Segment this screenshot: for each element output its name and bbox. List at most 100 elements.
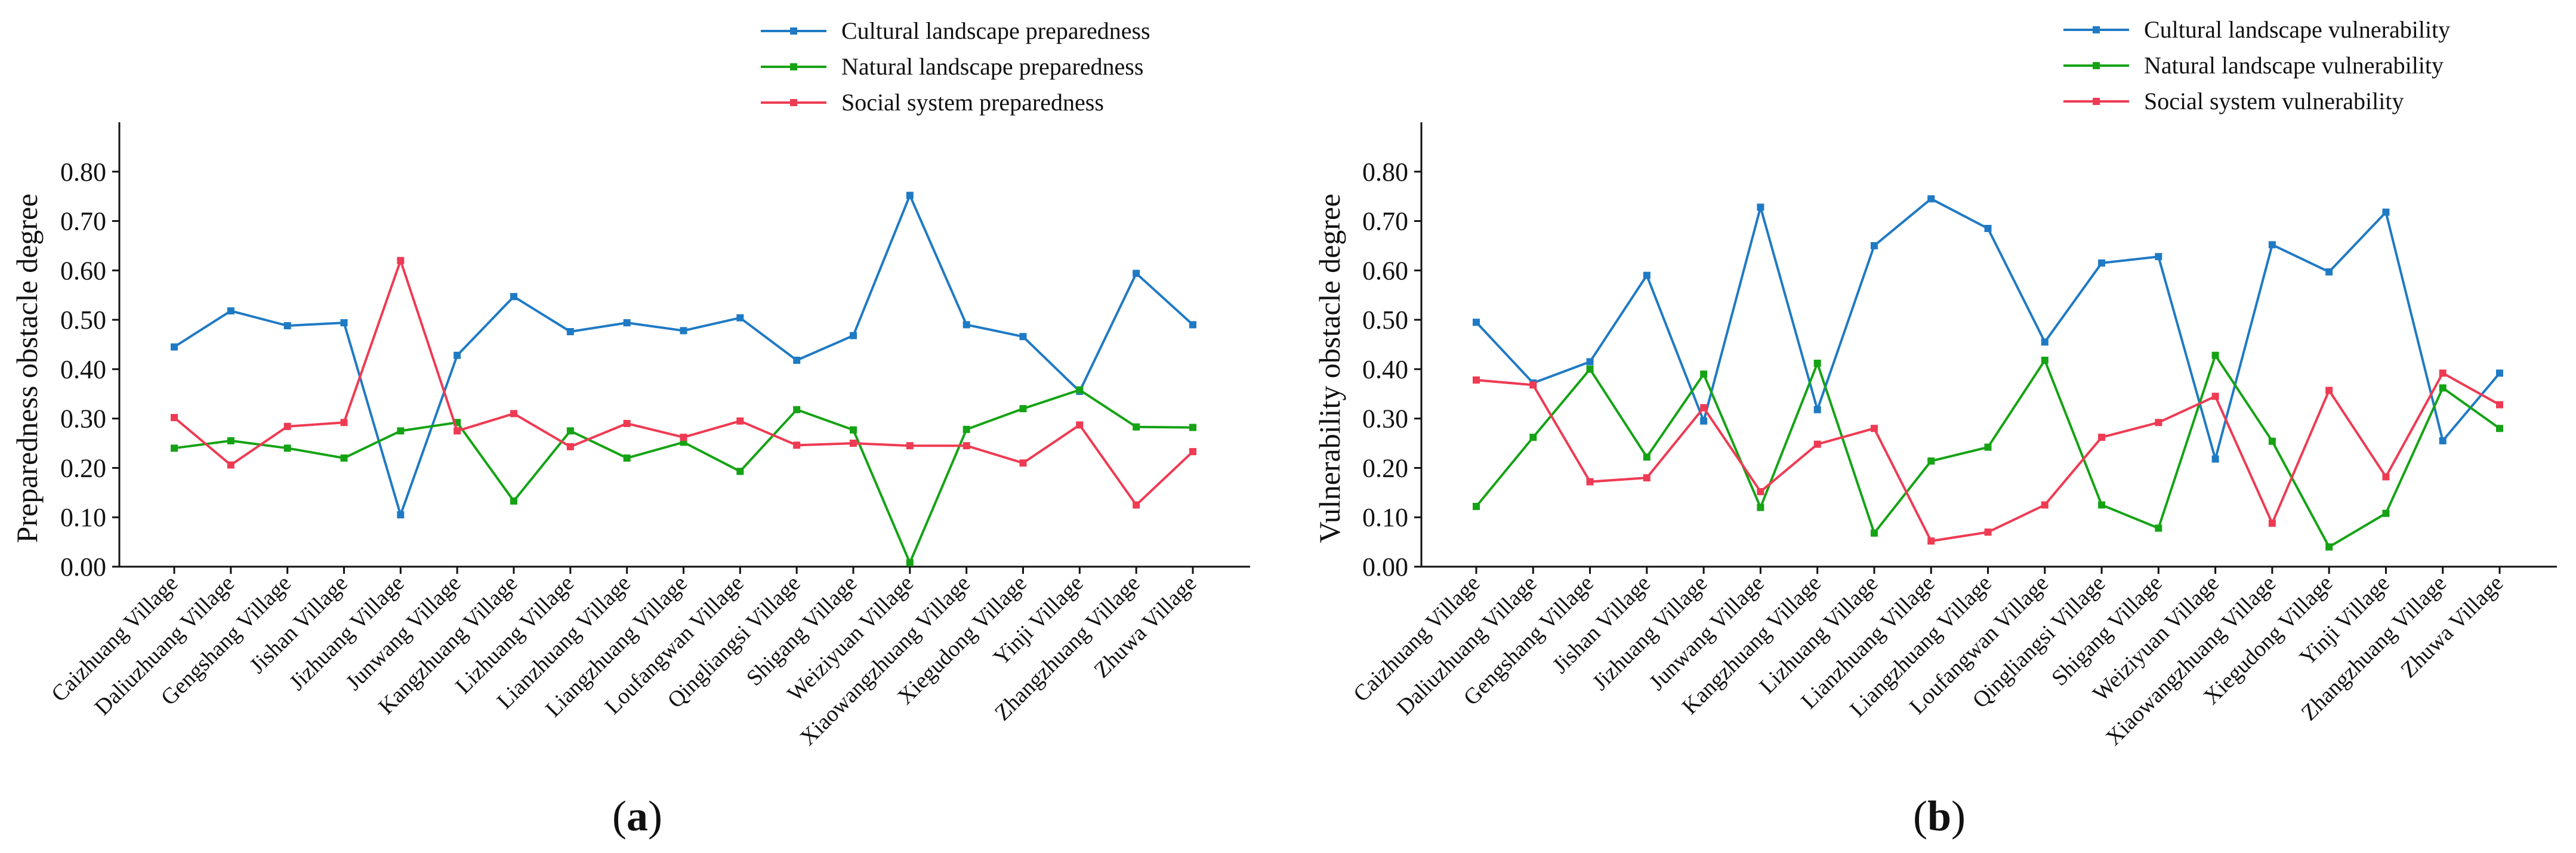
data-point <box>623 419 631 427</box>
legend-label: Natural landscape vulnerability <box>2144 52 2444 79</box>
legend-swatch-marker <box>790 27 797 35</box>
y-tick-label: 0.00 <box>60 552 106 582</box>
data-point <box>2211 392 2219 400</box>
data-point <box>1473 503 1480 511</box>
data-point <box>906 191 914 199</box>
data-point <box>850 332 857 339</box>
data-point <box>1586 358 1594 366</box>
data-point <box>623 319 631 327</box>
y-tick-label: 0.30 <box>60 404 106 434</box>
data-point <box>340 419 348 427</box>
legend-swatch-marker <box>2093 98 2100 105</box>
data-point <box>962 425 970 433</box>
data-point <box>2155 524 2162 532</box>
data-point <box>171 343 178 351</box>
series-line <box>1475 197 2501 461</box>
data-point <box>962 321 970 329</box>
data-point <box>1870 425 1878 432</box>
data-point <box>2439 384 2447 392</box>
data-point <box>2325 543 2333 551</box>
y-tick-label: 0.70 <box>1362 207 1408 236</box>
data-point <box>1529 434 1537 441</box>
data-point <box>1927 537 1935 545</box>
y-tick-label: 0.00 <box>1362 552 1408 582</box>
data-point <box>1700 404 1708 412</box>
data-point <box>850 426 857 434</box>
data-point <box>1076 421 1084 429</box>
data-point <box>1529 381 1537 389</box>
legend-swatch-marker <box>790 63 797 70</box>
data-point <box>2041 356 2049 364</box>
data-point <box>2439 369 2447 377</box>
data-point <box>2268 241 2276 249</box>
legend-label: Cultural landscape preparedness <box>841 17 1150 44</box>
data-point <box>227 437 235 444</box>
data-point <box>340 319 348 327</box>
legend-label: Social system vulnerability <box>2144 88 2404 115</box>
data-point <box>1189 448 1196 456</box>
data-point <box>906 442 914 450</box>
data-point <box>2382 473 2390 481</box>
data-point <box>906 559 914 567</box>
y-axis-title: Vulnerability obstacle degree <box>1313 194 1346 543</box>
data-point <box>510 497 517 505</box>
data-point <box>1984 529 1992 536</box>
data-point <box>510 293 517 301</box>
data-point <box>1189 321 1196 329</box>
legend-label: Social system preparedness <box>841 89 1104 116</box>
panel-label-close: ) <box>648 792 662 840</box>
data-point <box>680 327 687 335</box>
data-point <box>2382 509 2390 517</box>
data-point <box>1133 270 1140 277</box>
legend-label: Cultural landscape vulnerability <box>2144 16 2450 43</box>
data-point <box>1019 405 1027 413</box>
data-point <box>171 444 178 452</box>
data-point <box>736 417 744 425</box>
data-point <box>1757 203 1764 211</box>
data-point <box>227 461 235 469</box>
data-point <box>1643 453 1651 461</box>
y-tick-label: 0.20 <box>60 453 106 483</box>
data-point <box>1984 443 1992 451</box>
y-tick-label: 0.80 <box>60 157 106 187</box>
series-line <box>174 388 1193 564</box>
panel-label: (a) <box>612 792 662 840</box>
data-point <box>2325 268 2333 276</box>
x-tick-label: Jishan Village <box>1548 571 1656 679</box>
data-point <box>2098 434 2106 441</box>
data-point <box>736 314 744 322</box>
y-tick-label: 0.10 <box>1362 503 1408 532</box>
data-point <box>623 454 631 462</box>
x-tick-label: Jishan Village <box>245 571 353 679</box>
y-tick-label: 0.40 <box>1362 355 1408 384</box>
data-point <box>1019 459 1027 467</box>
y-tick-label: 0.70 <box>60 207 106 236</box>
data-point <box>1586 478 1594 486</box>
data-point <box>1643 474 1651 481</box>
legend-swatch-marker <box>2093 26 2100 33</box>
data-point <box>1473 376 1480 384</box>
data-point <box>2382 208 2390 216</box>
data-point <box>566 427 574 435</box>
data-point <box>1133 501 1140 509</box>
data-point <box>2098 259 2106 267</box>
data-point <box>1813 406 1821 413</box>
data-point <box>2325 387 2333 394</box>
data-point <box>397 427 405 435</box>
y-tick-label: 0.20 <box>1362 453 1408 483</box>
panel-label-open: ( <box>612 792 627 840</box>
data-point <box>283 322 291 330</box>
series-line <box>1476 372 2500 542</box>
chart-panel-a: 0.000.100.200.300.400.500.600.700.80Caiz… <box>10 17 1250 840</box>
chart-panel-b: 0.000.100.200.300.400.500.600.700.80Caiz… <box>1313 16 2557 840</box>
data-point <box>566 327 574 335</box>
legend-label: Natural landscape preparedness <box>841 53 1143 80</box>
y-tick-label: 0.30 <box>1362 404 1408 434</box>
y-axis-title: Preparedness obstacle degree <box>10 194 44 543</box>
y-tick-label: 0.60 <box>60 256 106 285</box>
data-point <box>2496 369 2503 377</box>
data-point <box>340 454 348 462</box>
data-point <box>283 444 291 452</box>
data-point <box>2268 520 2276 527</box>
